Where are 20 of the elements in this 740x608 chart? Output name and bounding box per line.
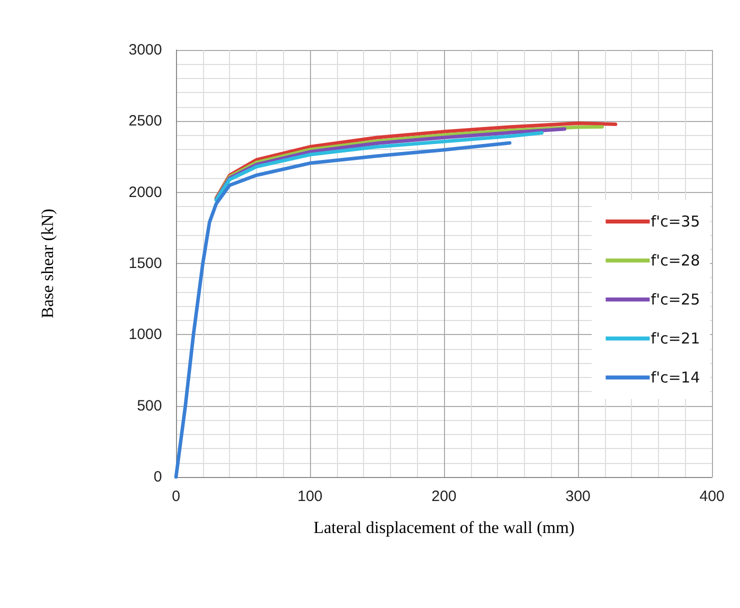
x-tick-label: 300 bbox=[565, 488, 591, 505]
y-tick-label: 1000 bbox=[128, 326, 162, 344]
legend-label: f'c=25 bbox=[650, 290, 700, 308]
x-tick-label: 400 bbox=[699, 488, 725, 505]
x-tick-label: 100 bbox=[297, 488, 323, 505]
line-series bbox=[174, 141, 512, 479]
legend-label: f'c=21 bbox=[650, 330, 700, 348]
y-tick-label: 2000 bbox=[128, 184, 162, 201]
x-tick-label: 200 bbox=[431, 488, 457, 505]
y-tick-label: 2500 bbox=[128, 112, 162, 130]
y-tick-label: 0 bbox=[154, 468, 162, 486]
y-tick-label: 3000 bbox=[128, 42, 162, 58]
y-tick-label: 500 bbox=[136, 397, 162, 414]
x-axis-title: Lateral displacement of the wall (mm) bbox=[313, 518, 575, 537]
legend-label: f'c=28 bbox=[650, 252, 700, 270]
legend-label: f'c=14 bbox=[650, 368, 700, 386]
legend-label: f'c=35 bbox=[650, 212, 700, 230]
y-axis-title: Base shear (kN) bbox=[38, 208, 57, 318]
x-tick-label: 0 bbox=[172, 488, 180, 505]
y-tick-label: 1500 bbox=[128, 255, 162, 272]
